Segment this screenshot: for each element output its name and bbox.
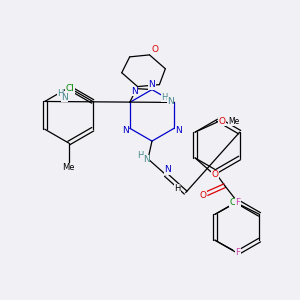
Text: H: H: [175, 184, 181, 193]
Text: N: N: [167, 97, 174, 106]
Text: F: F: [235, 248, 240, 256]
Text: H: H: [161, 93, 168, 102]
Text: O: O: [212, 170, 218, 179]
Text: N: N: [164, 165, 171, 174]
Text: H: H: [137, 152, 143, 160]
Text: N: N: [175, 126, 182, 135]
Text: O: O: [200, 191, 206, 200]
Text: Me: Me: [228, 117, 239, 126]
Text: N: N: [143, 155, 149, 164]
Text: Me: Me: [62, 163, 75, 172]
Text: N: N: [61, 93, 68, 102]
Text: N: N: [148, 80, 155, 89]
Text: O: O: [152, 45, 159, 54]
Text: N: N: [122, 126, 129, 135]
Text: Cl: Cl: [65, 84, 74, 93]
Text: O: O: [218, 117, 225, 126]
Text: F: F: [235, 198, 240, 207]
Text: Cl: Cl: [229, 198, 238, 207]
Text: N: N: [131, 87, 138, 96]
Text: H: H: [57, 89, 64, 98]
